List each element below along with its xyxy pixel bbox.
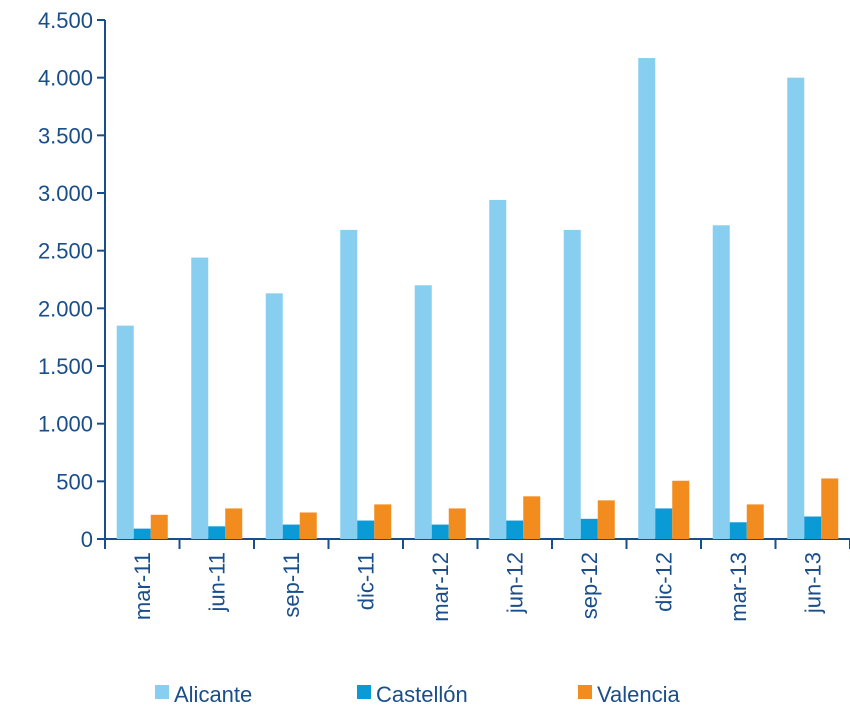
bar-valencia-jun-11 (225, 508, 243, 539)
bar-castell-n-mar-12 (431, 524, 449, 539)
bar-valencia-sep-12 (597, 500, 615, 539)
x-category-label: mar-13 (726, 552, 751, 622)
y-tick-label: 3.000 (38, 181, 93, 206)
bar-castell-n-mar-13 (729, 522, 747, 539)
y-tick-label: 4.500 (38, 8, 93, 33)
x-category-label: dic-11 (353, 552, 378, 610)
x-category-label: mar-11 (130, 552, 155, 620)
y-tick-label: 2.500 (38, 239, 93, 264)
bar-alicante-sep-11 (265, 293, 283, 539)
bar-castell-n-dic-12 (655, 508, 673, 539)
bar-alicante-mar-12 (414, 285, 432, 539)
bar-valencia-jun-12 (523, 496, 541, 539)
bar-alicante-sep-12 (563, 229, 581, 539)
x-category-label: jun-13 (800, 552, 825, 614)
x-category-label: jun-12 (502, 552, 527, 614)
bar-alicante-jun-11 (191, 257, 209, 539)
bar-castell-n-mar-11 (133, 528, 151, 539)
bar-alicante-mar-11 (116, 325, 134, 539)
x-category-label: dic-12 (651, 552, 676, 612)
bar-valencia-jun-13 (821, 478, 839, 539)
x-category-label: sep-11 (279, 552, 304, 618)
legend-label: Valencia (597, 682, 681, 707)
bar-valencia-dic-11 (374, 504, 392, 539)
x-category-label: jun-11 (204, 552, 229, 613)
bar-alicante-jun-13 (787, 77, 805, 540)
x-axis: mar-11 jun-11 sep-11 dic-11 mar-12 jun-12 sep-… (104, 538, 850, 622)
legend-swatch (155, 685, 169, 699)
x-category-label: mar-12 (428, 552, 453, 622)
y-tick-label: 1.000 (38, 412, 93, 437)
y-axis: 0 500 1.000 1.500 2.000 2.500 3.000 3.500 4.000 4… (38, 8, 106, 552)
bar-castell-n-sep-12 (580, 518, 598, 539)
legend: Alicante Castellón Valencia (155, 682, 681, 707)
y-tick-label: 1.500 (38, 354, 93, 379)
legend-label: Castellón (376, 682, 468, 707)
bar-castell-n-jun-13 (804, 516, 822, 539)
legend-swatch (357, 685, 371, 699)
x-category-label: sep-12 (577, 552, 602, 619)
bar-alicante-jun-12 (489, 199, 507, 540)
bar-valencia-mar-11 (150, 514, 168, 539)
bars (116, 58, 839, 540)
y-tick-label: 2.000 (38, 296, 93, 321)
legend-label: Alicante (174, 682, 252, 707)
legend-swatch (578, 685, 592, 699)
bar-castell-n-dic-11 (357, 520, 375, 539)
bar-castell-n-jun-12 (506, 520, 524, 539)
bar-valencia-sep-11 (299, 512, 317, 539)
bar-castell-n-sep-11 (282, 524, 300, 539)
y-tick-label: 0 (81, 527, 93, 552)
bar-alicante-mar-13 (712, 225, 730, 539)
bar-valencia-dic-12 (672, 480, 690, 539)
bar-valencia-mar-13 (746, 504, 764, 539)
bar-castell-n-jun-11 (208, 526, 226, 539)
bar-valencia-mar-12 (448, 508, 466, 539)
y-tick-label: 3.500 (38, 123, 93, 148)
bar-alicante-dic-11 (340, 229, 358, 539)
y-tick-label: 4.000 (38, 66, 93, 91)
y-tick-label: 500 (56, 469, 93, 494)
bar-alicante-dic-12 (638, 58, 656, 540)
